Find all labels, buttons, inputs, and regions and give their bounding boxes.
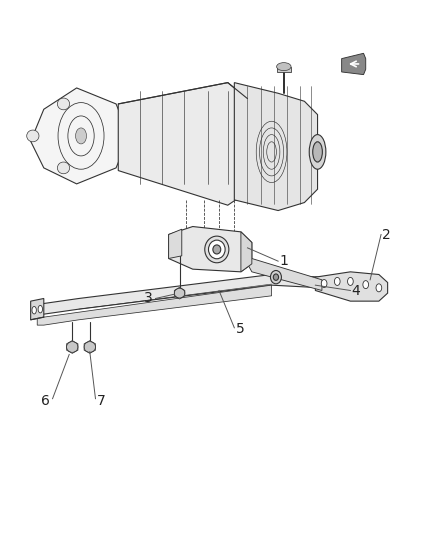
Text: 7: 7 — [97, 394, 106, 408]
Polygon shape — [315, 272, 388, 301]
Text: 1: 1 — [279, 254, 288, 268]
Ellipse shape — [376, 284, 381, 292]
Text: 6: 6 — [41, 394, 49, 408]
Ellipse shape — [32, 306, 36, 314]
Polygon shape — [37, 285, 272, 325]
Polygon shape — [247, 259, 322, 290]
Polygon shape — [37, 274, 339, 314]
Polygon shape — [169, 229, 182, 259]
Ellipse shape — [363, 280, 368, 289]
Polygon shape — [31, 88, 129, 184]
Ellipse shape — [348, 277, 353, 286]
Polygon shape — [174, 287, 185, 299]
Ellipse shape — [38, 305, 42, 313]
Polygon shape — [84, 341, 95, 353]
Polygon shape — [118, 83, 247, 205]
Polygon shape — [241, 232, 252, 272]
Polygon shape — [277, 67, 291, 72]
Ellipse shape — [321, 279, 327, 288]
Ellipse shape — [76, 128, 86, 144]
Ellipse shape — [309, 135, 326, 169]
Ellipse shape — [205, 236, 229, 263]
Polygon shape — [169, 227, 252, 272]
Ellipse shape — [273, 274, 279, 280]
Text: 4: 4 — [352, 284, 360, 298]
Polygon shape — [342, 53, 366, 75]
Ellipse shape — [277, 63, 291, 70]
Ellipse shape — [57, 162, 70, 174]
Ellipse shape — [27, 130, 39, 142]
Polygon shape — [67, 341, 78, 353]
Ellipse shape — [270, 271, 281, 284]
Ellipse shape — [213, 245, 221, 254]
Text: 3: 3 — [144, 292, 152, 305]
Polygon shape — [234, 83, 318, 211]
Ellipse shape — [57, 98, 70, 110]
Ellipse shape — [313, 142, 322, 162]
Polygon shape — [31, 298, 44, 320]
Ellipse shape — [208, 240, 225, 259]
Text: 2: 2 — [382, 228, 391, 241]
Ellipse shape — [335, 277, 340, 286]
Text: 5: 5 — [236, 322, 244, 336]
